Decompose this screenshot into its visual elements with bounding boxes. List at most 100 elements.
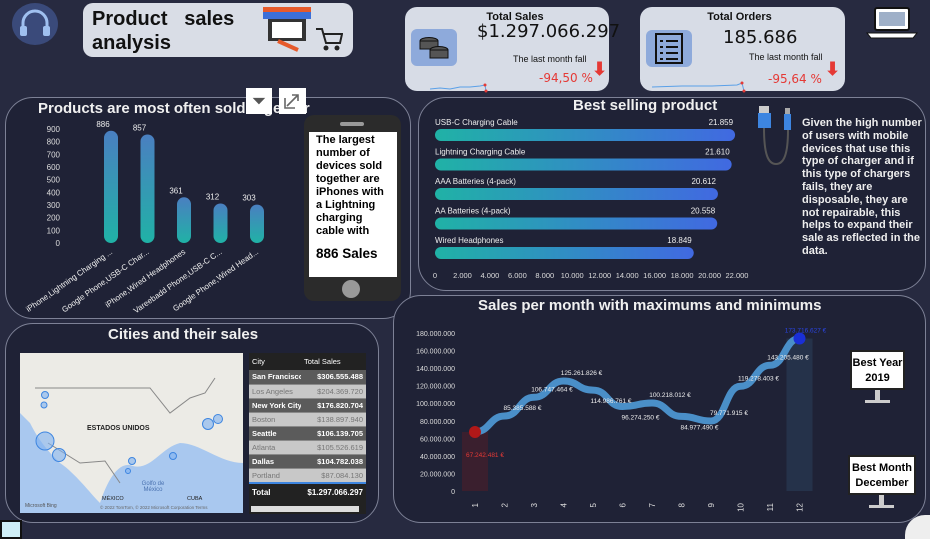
min-point-marker <box>469 425 481 438</box>
data-label: 886 <box>96 120 110 129</box>
x-tick-label: 12 <box>796 502 805 511</box>
sales-per-month-chart: 0 20.000.000 40.000.000 60.000.000 80.000.00… <box>416 328 827 512</box>
y-tick-label: 300 <box>47 201 61 210</box>
best-month-label: Best Month <box>852 462 912 474</box>
table-row[interactable]: Los Angeles $204.369.720 <box>249 384 366 399</box>
x-tick-label: 18.000 <box>671 271 694 280</box>
category-label: AA Batteries (4-pack) <box>435 207 511 216</box>
table-row[interactable]: Atlanta $105.526.619 <box>249 440 366 455</box>
panel-title: Products are most often sold together <box>38 100 310 117</box>
sparkline <box>430 83 488 93</box>
data-label: 18.849 <box>667 236 692 245</box>
sales-map[interactable]: ESTADOS UNIDOS Golfo de México MÉXICO CU… <box>20 353 243 513</box>
x-tick-label: 3 <box>530 502 539 507</box>
table-row[interactable]: Dallas $104.782.038 <box>249 454 366 469</box>
kpi-change: -94,50 % <box>539 71 593 85</box>
title-box: Product sales analysis <box>83 3 353 57</box>
kpi-note: The last month fall <box>749 52 823 62</box>
y-tick-label: 160.000.000 <box>416 349 455 356</box>
city-cell: Atlanta <box>249 440 301 455</box>
sparkline <box>652 81 746 93</box>
x-tick-label: 14.000 <box>616 271 639 280</box>
total-label: Total <box>252 487 271 497</box>
x-tick-label: 10.000 <box>561 271 584 280</box>
bar <box>435 188 718 200</box>
page-title: Product sales analysis <box>92 8 235 54</box>
data-label: 100.218.012 € <box>649 392 691 399</box>
category-label: Lightning Charging Cable <box>435 148 526 157</box>
total-sales-card: Total Sales $1.297.066.297 The last mont… <box>405 7 620 93</box>
map-label-cuba: CUBA <box>187 496 203 502</box>
tablet-icon <box>0 520 22 539</box>
x-tick-label: 10 <box>737 502 746 511</box>
data-label: 114.986.761 € <box>590 398 631 405</box>
y-tick-label: 900 <box>47 125 61 134</box>
y-tick-label: 140.000.000 <box>416 366 455 373</box>
map-label-mexico: MÉXICO <box>102 496 124 502</box>
column-header-total-sales[interactable]: Total Sales <box>304 357 341 366</box>
map-attribution: © 2022 TomTom, © 2022 Microsoft Corporat… <box>100 505 208 510</box>
sales-cell: $138.897.940 <box>301 412 366 427</box>
kpi-title: Total Sales <box>486 11 544 23</box>
bing-logo: Microsoft Bing <box>25 503 57 509</box>
x-tick-label: 2 <box>501 502 510 507</box>
bar <box>177 197 191 243</box>
bar <box>250 204 264 243</box>
monitor-stand <box>875 390 880 400</box>
data-label: 79.771.915 € <box>710 410 748 417</box>
horizontal-scrollbar[interactable] <box>251 506 359 512</box>
filter-icon[interactable]: ⏷ <box>246 88 272 114</box>
data-label: 21.859 <box>709 118 734 127</box>
y-tick-label: 0 <box>451 489 455 496</box>
data-label: 67.242.481 € <box>466 452 504 459</box>
data-label: 119.278.403 € <box>738 375 779 382</box>
city-sales-table[interactable]: City Total Sales San Francisco $306.555.48… <box>249 353 366 514</box>
data-label: 125.261.826 € <box>561 370 603 377</box>
y-tick-label: 20.000.000 <box>420 471 455 478</box>
x-tick-label: 4 <box>560 502 569 507</box>
kpi-change: -95,64 % <box>768 72 822 86</box>
headphones-icon <box>12 3 58 45</box>
data-label: 21.610 <box>705 148 730 157</box>
data-label: 85.385.588 € <box>504 405 542 412</box>
category-label: AAA Batteries (4-pack) <box>435 177 516 186</box>
best-month-box: Best Month December <box>848 455 916 495</box>
data-label: 857 <box>133 123 147 132</box>
kpi-title: Total Orders <box>707 11 772 23</box>
y-tick-label: 0 <box>56 239 61 248</box>
total-value: $1.297.066.297 <box>307 487 363 497</box>
table-row[interactable]: New York City $176.820.704 <box>249 398 366 413</box>
laptop-icon <box>862 3 922 43</box>
sales-cell: $204.369.720 <box>301 384 366 399</box>
data-label: 303 <box>242 194 256 203</box>
focus-mode-icon[interactable] <box>279 88 306 114</box>
panel-title: Sales per month with maximums and minimu… <box>478 297 822 314</box>
phone-note-highlight: 886 Sales <box>316 246 378 261</box>
usb-cable-icon <box>758 106 791 166</box>
phone-note-text: The largest number of devices sold toget… <box>316 134 384 237</box>
y-tick-label: 100 <box>47 226 61 235</box>
city-cell: San Francisco <box>249 370 301 385</box>
y-tick-label: 40.000.000 <box>420 454 455 461</box>
y-tick-label: 60.000.000 <box>420 436 455 443</box>
monitor-stand <box>865 400 890 403</box>
sales-cell: $105.526.619 <box>301 440 366 455</box>
column-header-city[interactable]: City <box>252 357 265 366</box>
kpi-note: The last month fall <box>513 54 587 64</box>
x-tick-label: 6 <box>619 502 628 507</box>
table-row[interactable]: San Francisco $306.555.488 <box>249 370 366 385</box>
x-tick-label: 6.000 <box>508 271 527 280</box>
total-sales-value: $1.297.066.297 <box>477 21 621 42</box>
table-row[interactable]: Portland $87.084.130 <box>249 468 366 483</box>
monitor-stand <box>869 505 894 508</box>
x-tick-label: 7 <box>648 502 657 507</box>
map-label-gulf: Golfo de México <box>141 481 165 493</box>
x-tick-label: 11 <box>766 502 775 511</box>
table-row[interactable]: Boston $138.897.940 <box>249 412 366 427</box>
table-row[interactable]: Seattle $106.139.705 <box>249 426 366 441</box>
data-label: 106.747.464 € <box>531 386 573 393</box>
y-tick-label: 180.000.000 <box>416 331 455 338</box>
category-label: Wired Headphones <box>435 236 503 245</box>
down-arrow-icon: ⬇ <box>592 59 608 79</box>
x-tick-label: 4.000 <box>481 271 500 280</box>
